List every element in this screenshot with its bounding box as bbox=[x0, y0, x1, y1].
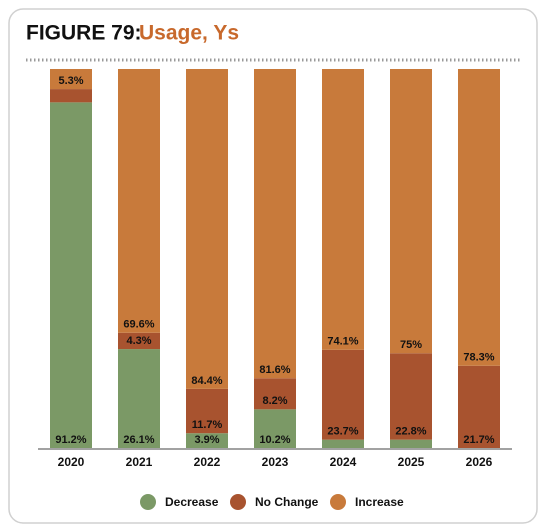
x-tick-label: 2024 bbox=[330, 455, 357, 469]
legend-label: Increase bbox=[355, 495, 404, 509]
legend-label: No Change bbox=[255, 495, 319, 509]
data-label: 75% bbox=[400, 339, 422, 351]
legend-swatch bbox=[140, 494, 156, 510]
data-label: 22.8% bbox=[395, 426, 426, 438]
bar-segment bbox=[186, 388, 228, 434]
bar-segment bbox=[322, 69, 364, 350]
bar-segment bbox=[390, 439, 432, 448]
x-tick-label: 2023 bbox=[262, 455, 289, 469]
bar-segment bbox=[458, 365, 500, 448]
data-label: 84.4% bbox=[191, 375, 222, 387]
data-label: 26.1% bbox=[123, 434, 154, 446]
data-label: 4.3% bbox=[126, 335, 151, 347]
x-tick-label: 2025 bbox=[398, 455, 425, 469]
data-label: 91.2% bbox=[55, 434, 86, 446]
bar-segment bbox=[458, 69, 500, 366]
chart-title: Usage, Ys bbox=[139, 22, 239, 45]
bar-segment bbox=[390, 69, 432, 354]
bar-segment bbox=[50, 89, 92, 103]
bar-segment bbox=[118, 69, 160, 333]
bar-segment bbox=[118, 349, 160, 448]
legend-label: Decrease bbox=[165, 495, 219, 509]
data-label: 78.3% bbox=[463, 352, 494, 364]
legend-swatch bbox=[230, 494, 246, 510]
bar-segment bbox=[118, 332, 160, 350]
data-label: 11.7% bbox=[192, 419, 223, 431]
data-label: 69.6% bbox=[123, 319, 154, 331]
bar-segment bbox=[186, 69, 228, 389]
data-label: 21.7% bbox=[463, 434, 494, 446]
x-tick-label: 2021 bbox=[126, 455, 153, 469]
data-label: 10.2% bbox=[259, 434, 290, 446]
bar-segment bbox=[186, 433, 228, 448]
data-label: 81.6% bbox=[259, 364, 290, 376]
bar-segment bbox=[50, 102, 92, 449]
data-label: 74.1% bbox=[327, 336, 358, 348]
data-label: 5.3% bbox=[58, 75, 83, 87]
bar-segment bbox=[390, 353, 432, 440]
data-label: 23.7% bbox=[327, 426, 358, 438]
bar-segment bbox=[254, 378, 296, 410]
data-label: 3.9% bbox=[194, 434, 219, 446]
bar-segment bbox=[322, 439, 364, 448]
bar-segment bbox=[254, 69, 296, 379]
x-tick-label: 2026 bbox=[466, 455, 493, 469]
legend-swatch bbox=[330, 494, 346, 510]
bar-segment bbox=[50, 69, 92, 90]
data-label: 8.2% bbox=[262, 395, 287, 407]
x-tick-label: 2022 bbox=[194, 455, 221, 469]
chart-title-prefix: FIGURE 79: bbox=[26, 22, 142, 45]
x-tick-label: 2020 bbox=[58, 455, 85, 469]
bar-segment bbox=[322, 349, 364, 440]
bar-segment bbox=[254, 409, 296, 448]
